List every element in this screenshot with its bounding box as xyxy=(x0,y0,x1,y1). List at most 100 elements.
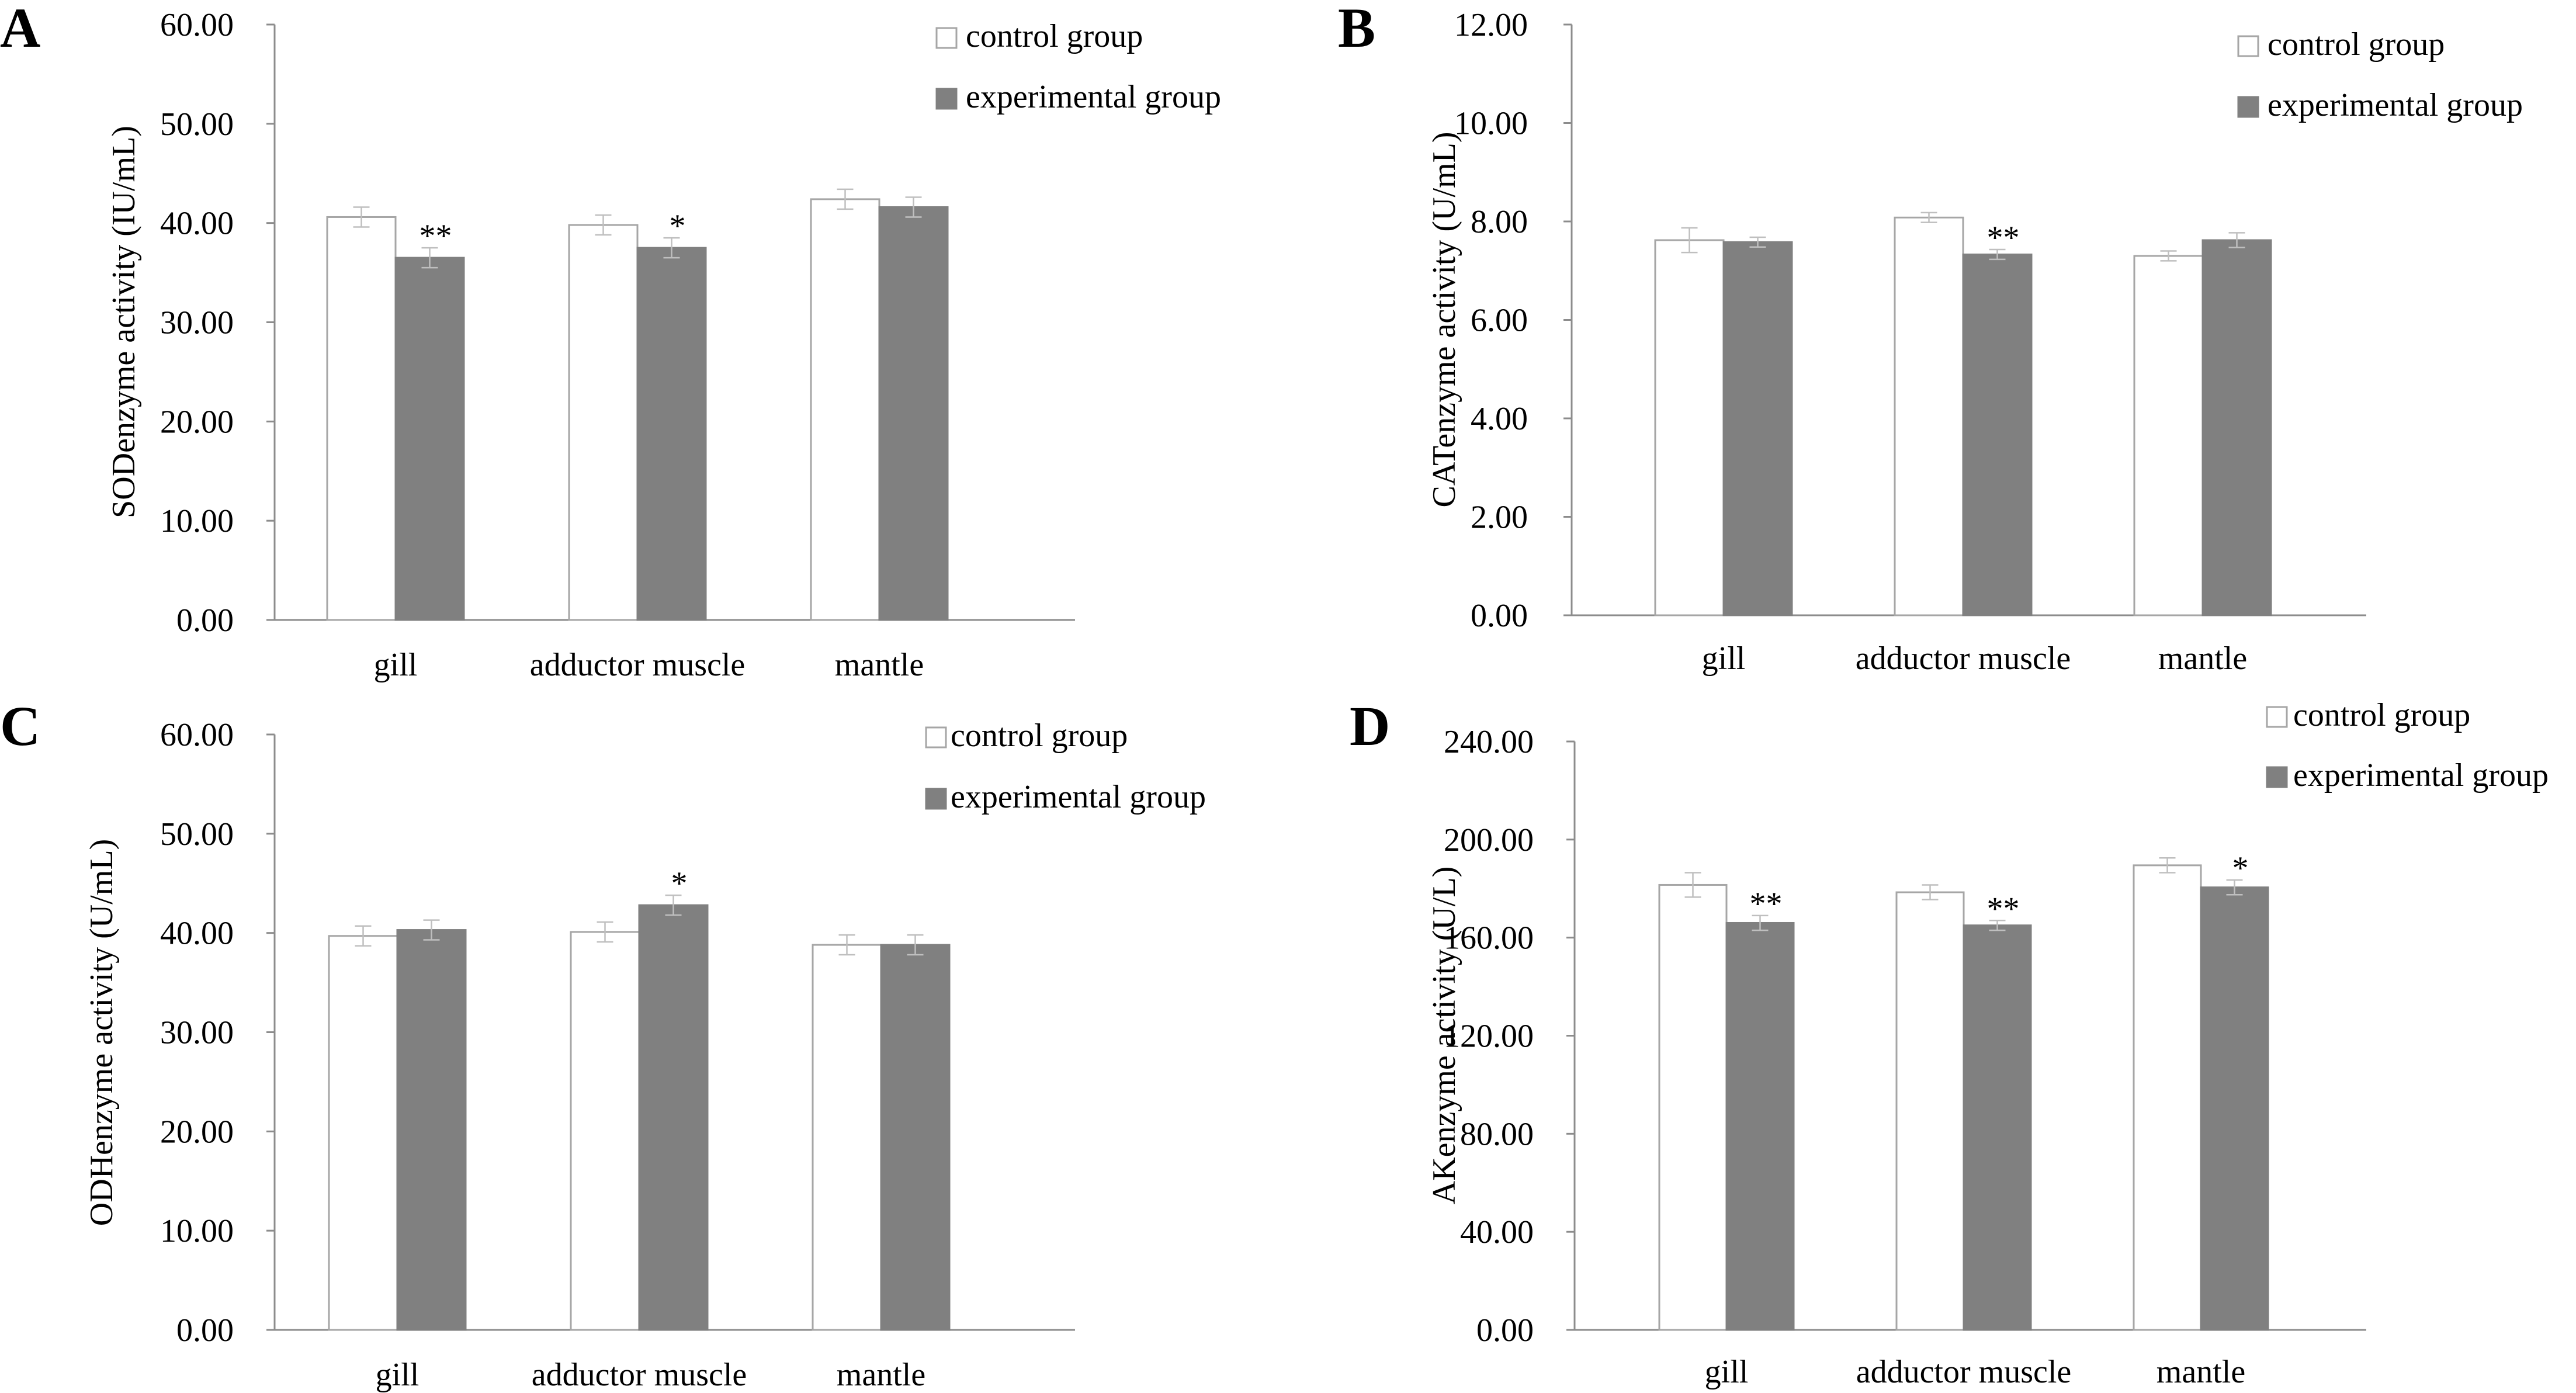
bar-experimental-adductor-muscle xyxy=(636,247,707,621)
y-tick-label: 0.00 xyxy=(1471,598,1528,634)
panel-b: B 0.00 2.00 4.00 6.00 8.00 10.00 12.00 CATenzyme… xyxy=(1338,0,2523,677)
significance-marker: ** xyxy=(1750,886,1783,922)
bar-control-gill xyxy=(1658,883,1728,1331)
y-tick-label: 50.00 xyxy=(160,106,234,143)
panel-d: D 0.00 40.00 80.00 120.00 160.00 200.00 240.00 A… xyxy=(1350,695,2549,1390)
significance-marker: ** xyxy=(1987,220,2020,256)
bar-experimental-gill xyxy=(394,257,465,621)
legend-swatch-control xyxy=(935,27,958,49)
bar-experimental-adductor-muscle xyxy=(1962,253,2033,616)
legend-label-experimental: experimental group xyxy=(951,779,1206,815)
bar-control-mantle xyxy=(812,944,882,1331)
significance-marker: * xyxy=(2232,850,2249,886)
legend-swatch-experimental xyxy=(2266,766,2288,788)
category-label: adductor muscle xyxy=(1856,1354,2072,1390)
category-label: mantle xyxy=(837,1357,925,1393)
category-label: adductor muscle xyxy=(1856,640,2071,677)
legend-swatch-control xyxy=(925,726,947,749)
y-tick-label: 10.00 xyxy=(160,1213,234,1249)
panel-label: B xyxy=(1338,0,1375,59)
y-tick-label: 0.00 xyxy=(176,1312,234,1349)
legend-swatch-experimental xyxy=(935,88,958,110)
category-label: gill xyxy=(1705,1354,1749,1390)
significance-marker: ** xyxy=(1987,890,2020,927)
legend-swatch-experimental xyxy=(925,788,947,810)
y-tick-label: 200.00 xyxy=(1444,822,1534,858)
y-tick-label: 2.00 xyxy=(1471,500,1528,536)
y-tick-label: 50.00 xyxy=(160,816,234,853)
legend-label-experimental: experimental group xyxy=(966,79,1221,115)
legend-swatch-experimental xyxy=(2237,96,2259,118)
bar-control-mantle xyxy=(810,198,880,621)
panel-label: D xyxy=(1350,695,1390,757)
y-tick-label: 30.00 xyxy=(160,1015,234,1051)
legend-label-control: control group xyxy=(2293,697,2470,733)
y-axis-label: AKenzyme activity (U/L) xyxy=(1426,867,1462,1204)
panel-label: A xyxy=(0,0,40,59)
bar-control-gill xyxy=(326,216,397,621)
y-tick-label: 4.00 xyxy=(1471,401,1528,437)
legend-label-control: control group xyxy=(966,18,1143,54)
category-label: mantle xyxy=(835,647,924,683)
legend-label-experimental: experimental group xyxy=(2268,87,2523,123)
y-tick-label: 80.00 xyxy=(1460,1116,1534,1152)
bar-control-adductor-muscle xyxy=(1895,891,1965,1331)
y-axis-label: CATenzyme activity (U/mL) xyxy=(1426,131,1462,507)
y-axis-label: SODenzyme activity (IU/mL) xyxy=(106,126,142,518)
legend-swatch-control xyxy=(2266,706,2288,728)
bar-control-adductor-muscle xyxy=(570,931,640,1331)
bar-experimental-adductor-muscle xyxy=(638,904,709,1331)
y-tick-label: 20.00 xyxy=(160,1114,234,1150)
category-label: gill xyxy=(374,647,418,683)
category-label: mantle xyxy=(2157,1354,2245,1390)
y-tick-label: 40.00 xyxy=(160,206,234,242)
bar-experimental-mantle xyxy=(2200,886,2269,1331)
y-tick-label: 40.00 xyxy=(160,916,234,952)
legend-label-control: control group xyxy=(2268,26,2445,63)
legend-swatch-control xyxy=(2237,35,2259,57)
bar-control-gill xyxy=(1654,239,1725,616)
category-label: mantle xyxy=(2158,640,2247,677)
bar-experimental-adductor-muscle xyxy=(1963,924,2032,1331)
y-tick-label: 6.00 xyxy=(1471,303,1528,339)
bar-experimental-gill xyxy=(1722,241,1793,616)
category-label: gill xyxy=(1702,640,1746,677)
significance-marker: * xyxy=(671,865,688,902)
bar-experimental-mantle xyxy=(878,206,949,621)
y-tick-label: 60.00 xyxy=(160,717,234,753)
y-axis-label: ODHenzyme activity (U/mL) xyxy=(84,839,120,1226)
bar-control-adductor-muscle xyxy=(568,224,639,621)
panel-label: C xyxy=(0,695,40,757)
bar-experimental-mantle xyxy=(880,944,951,1331)
panel-c: C 0.00 10.00 20.00 30.00 40.00 50.00 60.00 ODHen… xyxy=(0,695,1206,1393)
bar-experimental-mantle xyxy=(2201,239,2272,616)
significance-marker: * xyxy=(670,208,686,244)
y-tick-label: 30.00 xyxy=(160,305,234,341)
legend-label-control: control group xyxy=(951,718,1128,754)
y-tick-label: 8.00 xyxy=(1471,204,1528,240)
bar-experimental-gill xyxy=(396,929,467,1331)
bar-control-mantle xyxy=(2133,864,2202,1331)
y-tick-label: 0.00 xyxy=(1476,1312,1534,1349)
y-tick-label: 20.00 xyxy=(160,404,234,440)
y-tick-label: 120.00 xyxy=(1444,1018,1534,1055)
bar-experimental-gill xyxy=(1725,921,1795,1331)
bar-control-adductor-muscle xyxy=(1894,216,1964,616)
category-label: adductor muscle xyxy=(532,1357,747,1393)
y-tick-label: 12.00 xyxy=(1454,7,1528,43)
category-label: gill xyxy=(376,1357,419,1393)
bar-control-mantle xyxy=(2133,255,2204,616)
y-tick-label: 0.00 xyxy=(176,602,234,639)
y-tick-label: 40.00 xyxy=(1460,1214,1534,1250)
significance-marker: ** xyxy=(419,218,452,254)
y-tick-label: 10.00 xyxy=(160,503,234,539)
y-tick-label: 160.00 xyxy=(1444,920,1534,957)
legend-label-experimental: experimental group xyxy=(2293,757,2549,793)
category-label: adductor muscle xyxy=(530,647,746,683)
y-tick-label: 10.00 xyxy=(1454,106,1528,142)
bar-control-gill xyxy=(328,935,398,1331)
y-tick-label: 240.00 xyxy=(1444,724,1534,760)
y-tick-label: 60.00 xyxy=(160,7,234,43)
panel-a: A 0.00 10.00 20.00 30.00 40.00 50.00 60.00 SODen… xyxy=(0,0,1221,683)
